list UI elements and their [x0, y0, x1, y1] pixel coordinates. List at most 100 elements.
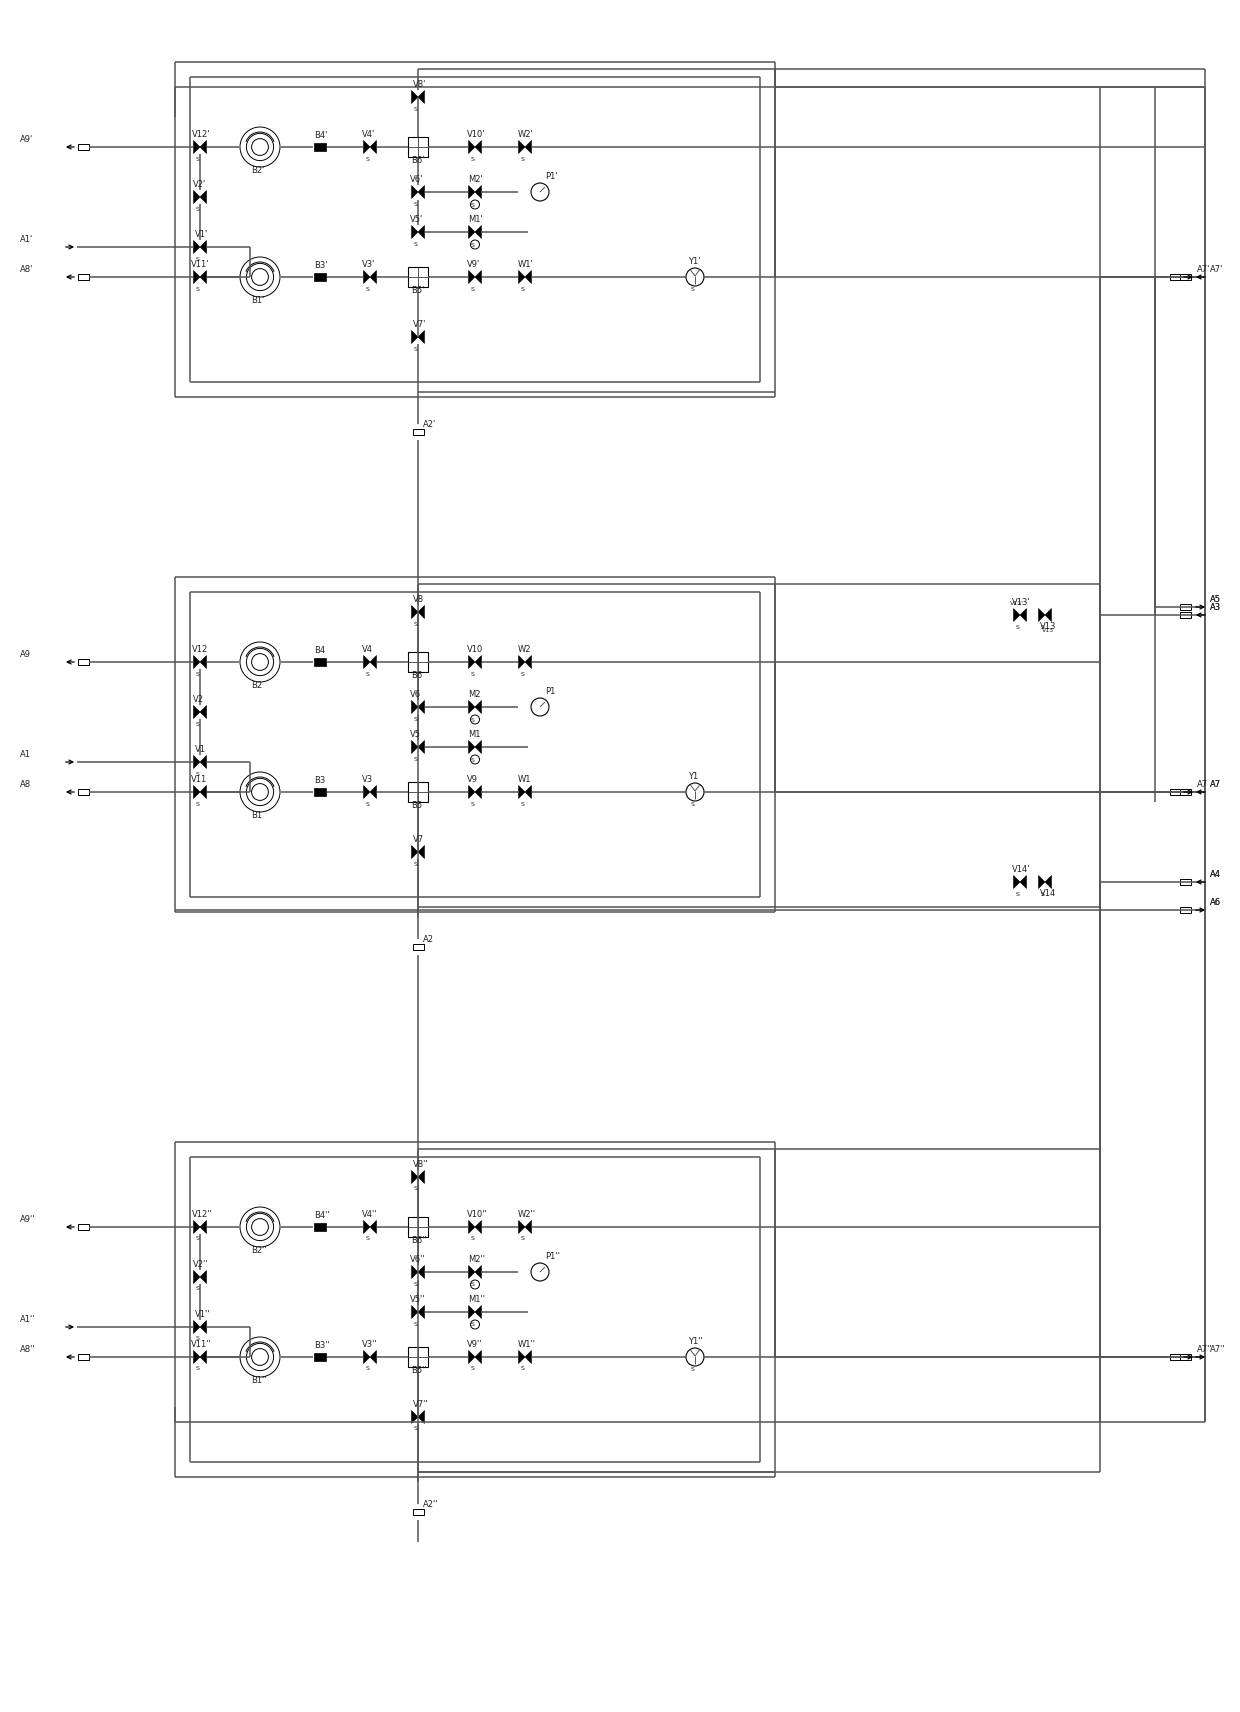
Text: M1'': M1'' [467, 1294, 485, 1305]
Polygon shape [525, 270, 532, 284]
Text: V7'': V7'' [413, 1400, 429, 1409]
Text: W1: W1 [518, 776, 532, 784]
Polygon shape [475, 1221, 481, 1234]
Circle shape [241, 1337, 280, 1376]
Polygon shape [193, 656, 200, 668]
Text: A4: A4 [1210, 870, 1221, 878]
Text: S: S [414, 717, 418, 721]
Circle shape [241, 772, 280, 811]
Circle shape [470, 1320, 480, 1329]
Polygon shape [370, 786, 377, 798]
Text: V4': V4' [362, 130, 376, 139]
Circle shape [470, 755, 480, 764]
Polygon shape [469, 656, 475, 668]
Text: V14': V14' [1012, 865, 1030, 875]
Polygon shape [518, 786, 525, 798]
Text: S: S [366, 286, 370, 291]
Polygon shape [370, 140, 377, 154]
Text: V13: V13 [1040, 621, 1056, 632]
Text: B1'': B1'' [250, 1376, 267, 1385]
Polygon shape [1021, 875, 1027, 889]
Text: A7'': A7'' [1197, 1346, 1213, 1354]
Text: A5: A5 [1210, 596, 1221, 604]
Polygon shape [518, 270, 525, 284]
Text: S: S [471, 1282, 475, 1287]
Text: S: S [414, 1426, 418, 1431]
Text: S: S [1042, 892, 1045, 897]
Bar [314, 1222, 326, 1231]
Text: S: S [471, 286, 475, 291]
Polygon shape [193, 240, 200, 253]
Text: V12'': V12'' [192, 1210, 213, 1219]
Text: V2'': V2'' [193, 1260, 208, 1269]
Text: S: S [1016, 892, 1021, 897]
Text: S: S [414, 1322, 418, 1327]
Polygon shape [518, 1221, 525, 1234]
Bar [408, 267, 428, 288]
Text: V1': V1' [195, 229, 208, 240]
Text: V6': V6' [410, 175, 423, 183]
Circle shape [686, 269, 704, 286]
Polygon shape [1013, 875, 1021, 889]
Text: A7: A7 [1210, 781, 1221, 789]
Polygon shape [370, 1351, 377, 1363]
Polygon shape [412, 741, 418, 753]
Text: V9: V9 [467, 776, 477, 784]
Text: W1': W1' [518, 260, 533, 269]
Polygon shape [200, 1320, 207, 1334]
Bar [314, 272, 326, 281]
Text: S: S [691, 801, 694, 806]
Bar [314, 1352, 326, 1361]
Text: A8': A8' [20, 265, 33, 274]
Text: V9': V9' [467, 260, 480, 269]
Text: A7: A7 [1197, 781, 1208, 789]
Text: V12: V12 [192, 645, 208, 654]
Text: S: S [196, 1366, 200, 1371]
Polygon shape [200, 1351, 207, 1363]
Circle shape [241, 642, 280, 681]
Text: V8: V8 [413, 596, 424, 604]
Polygon shape [469, 786, 475, 798]
Text: B5'': B5'' [410, 1366, 427, 1375]
Polygon shape [1013, 608, 1021, 621]
Polygon shape [475, 700, 481, 714]
Bar [408, 1347, 428, 1366]
Polygon shape [363, 140, 370, 154]
Polygon shape [469, 140, 475, 154]
Bar [1179, 1354, 1190, 1359]
Text: S: S [366, 671, 370, 676]
Circle shape [252, 139, 268, 156]
Polygon shape [418, 1411, 424, 1423]
Polygon shape [193, 1221, 200, 1234]
Polygon shape [475, 656, 481, 668]
Text: V2: V2 [193, 695, 205, 704]
Bar [1179, 789, 1190, 794]
Text: A1'': A1'' [20, 1315, 36, 1323]
Polygon shape [469, 700, 475, 714]
Text: V14: V14 [1040, 889, 1056, 899]
Text: V7': V7' [413, 320, 427, 329]
Polygon shape [418, 606, 424, 618]
Text: A9': A9' [20, 135, 33, 144]
Circle shape [247, 1214, 274, 1241]
Polygon shape [469, 1265, 475, 1279]
Text: S: S [521, 1366, 525, 1371]
Text: S: S [471, 757, 475, 762]
Circle shape [686, 1347, 704, 1366]
Text: A5: A5 [1210, 596, 1221, 604]
Polygon shape [200, 705, 207, 719]
Polygon shape [475, 226, 481, 238]
Text: S: S [196, 1236, 200, 1241]
Polygon shape [193, 1270, 200, 1284]
Polygon shape [418, 1306, 424, 1318]
Polygon shape [200, 1221, 207, 1234]
Circle shape [241, 257, 280, 296]
Text: V4: V4 [362, 645, 373, 654]
Text: B3'': B3'' [314, 1340, 330, 1351]
Polygon shape [200, 190, 207, 204]
Bar [1179, 878, 1190, 885]
Polygon shape [418, 1265, 424, 1279]
Polygon shape [1021, 608, 1027, 621]
Polygon shape [525, 1351, 532, 1363]
Polygon shape [469, 741, 475, 753]
